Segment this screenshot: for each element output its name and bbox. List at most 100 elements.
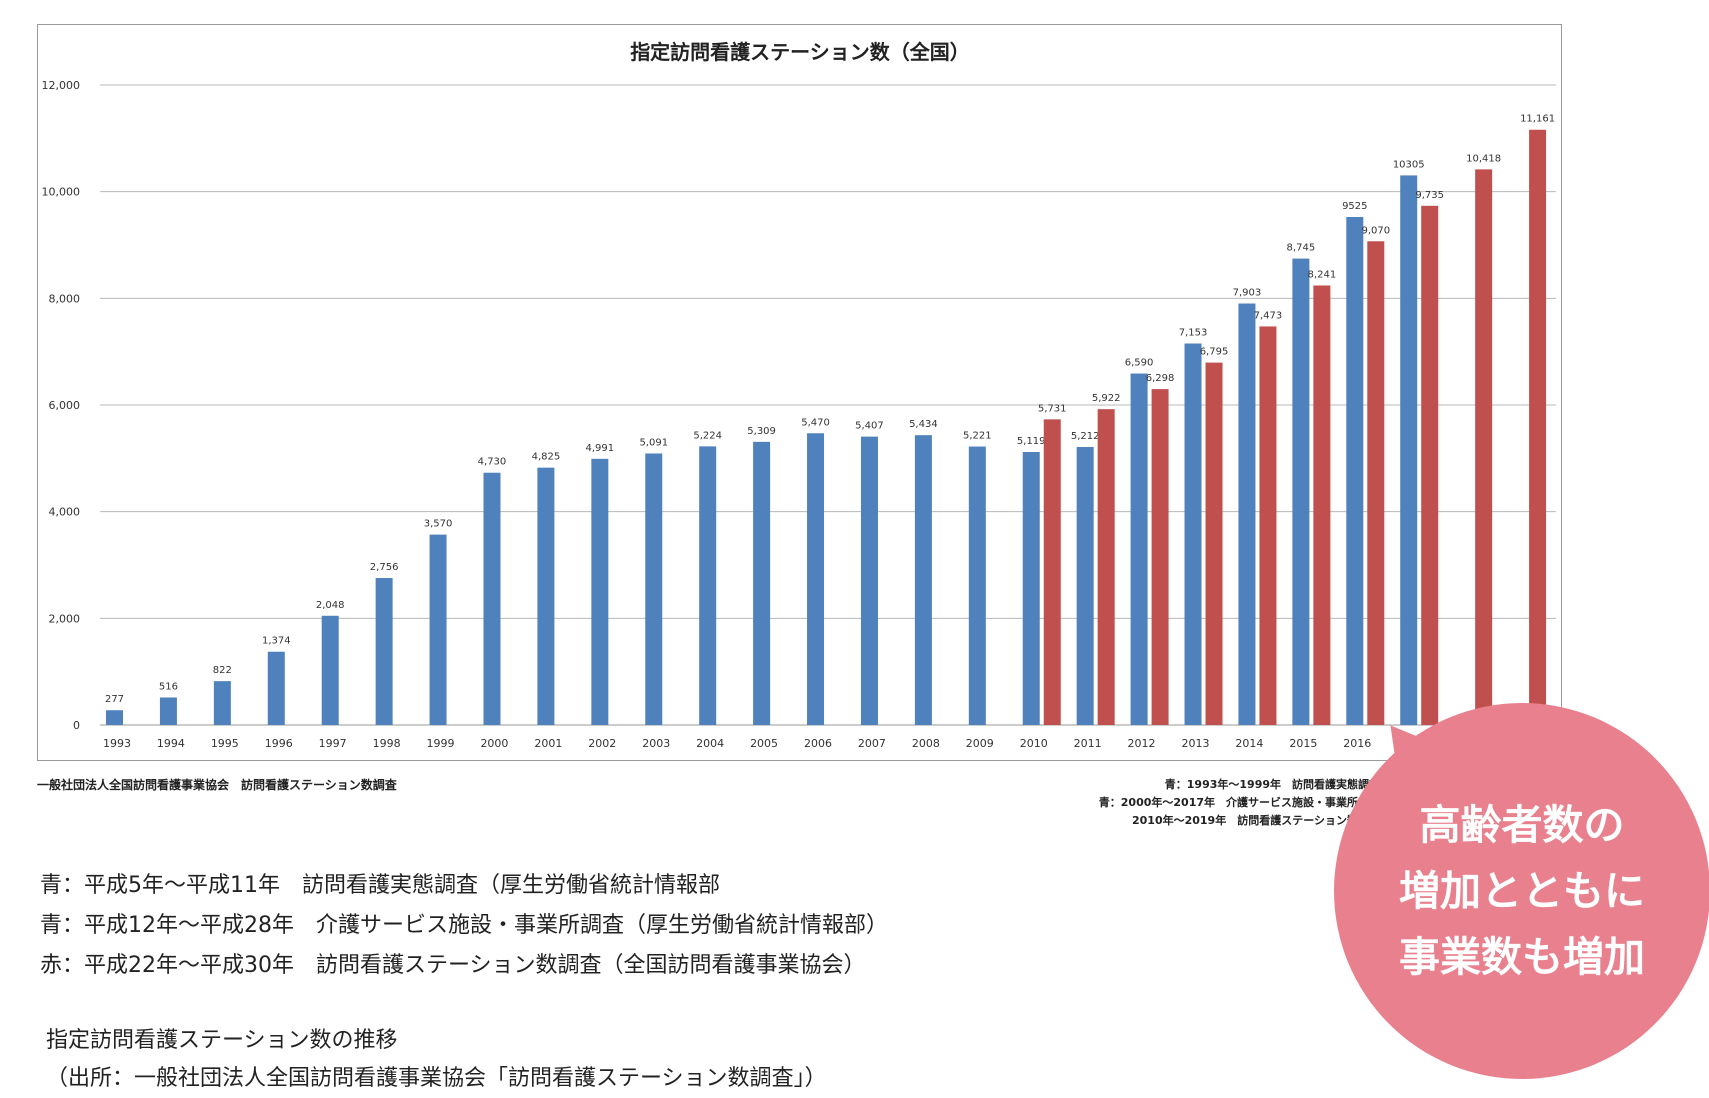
x-tick-label: 1997: [319, 737, 347, 750]
data-label: 2,048: [316, 600, 345, 611]
chart-title: 指定訪問看護ステーション数（全国）: [630, 40, 970, 64]
bar: [429, 534, 447, 725]
note-line: 青：平成12年～平成28年 介護サービス施設・事業所調査（厚生労働省統計情報部）: [40, 913, 888, 938]
y-tick-label: 2,000: [49, 612, 81, 625]
x-tick-label: 2011: [1074, 737, 1102, 750]
data-label: 7,473: [1254, 310, 1283, 321]
x-tick-label: 1993: [103, 737, 131, 750]
data-label: 5,922: [1092, 393, 1121, 404]
bar: [914, 435, 932, 725]
caption-title: 指定訪問看護ステーション数の推移: [46, 1028, 398, 1053]
y-tick-label: 4,000: [49, 506, 81, 519]
bar: [1205, 362, 1223, 725]
x-tick-label: 2010: [1020, 737, 1048, 750]
bar: [1400, 175, 1418, 725]
data-label: 5,091: [639, 437, 668, 448]
callout-line: 事業数も増加: [1399, 933, 1645, 981]
x-tick-label: 1995: [211, 737, 239, 750]
bar: [968, 446, 986, 725]
note-line: 赤：平成22年～平成30年 訪問看護ステーション数調査（全国訪問看護事業協会）: [40, 953, 866, 978]
data-label: 5,212: [1071, 431, 1100, 442]
bar: [1367, 241, 1385, 725]
bar: [1313, 285, 1331, 725]
bar: [1529, 129, 1547, 725]
bar: [1238, 303, 1256, 725]
bar: [860, 436, 878, 725]
x-tick-label: 2013: [1181, 737, 1209, 750]
x-tick-label: 2015: [1289, 737, 1317, 750]
chart-source-right: 青：1993年～1999年 訪問看護実態調査 青：2000年～2017年 介護サ…: [1060, 776, 1380, 832]
data-label: 10305: [1393, 159, 1425, 170]
data-label: 7,903: [1233, 288, 1262, 299]
data-label: 11,161: [1520, 114, 1555, 125]
x-tick-label: 2012: [1128, 737, 1156, 750]
data-source-notes: 青：平成5年～平成11年 訪問看護実態調査（厚生労働省統計情報部 青：平成12年…: [40, 866, 888, 986]
x-tick-label: 2006: [804, 737, 832, 750]
data-label: 4,730: [478, 457, 507, 468]
x-tick-label: 2014: [1235, 737, 1263, 750]
callout-bubble: 高齢者数の 増加とともに 事業数も増加: [1334, 703, 1709, 1079]
data-label: 9,070: [1361, 225, 1390, 236]
bar: [321, 615, 339, 725]
bar: [159, 697, 177, 725]
bar: [106, 710, 123, 725]
x-tick-label: 2016: [1343, 737, 1371, 750]
x-tick-label: 2007: [858, 737, 886, 750]
caption-source: （出所：一般社団法人全国訪問看護事業協会「訪問看護ステーション数調査」）: [46, 1066, 827, 1091]
x-tick-label: 2004: [696, 737, 724, 750]
data-label: 5,731: [1038, 403, 1067, 414]
data-label: 5,434: [909, 419, 938, 430]
data-label: 6,298: [1146, 373, 1175, 384]
data-label: 8,745: [1287, 243, 1316, 254]
data-label: 7,153: [1179, 328, 1208, 339]
x-tick-label: 2009: [966, 737, 994, 750]
data-label: 9525: [1342, 201, 1367, 212]
bar: [267, 651, 285, 725]
x-tick-label: 1994: [157, 737, 185, 750]
bar: [1076, 447, 1094, 725]
x-tick-label: 1996: [265, 737, 293, 750]
bar: [1421, 205, 1439, 726]
bar: [1292, 258, 1310, 725]
data-label: 3,570: [424, 519, 453, 530]
note-line: 青：平成5年～平成11年 訪問看護実態調査（厚生労働省統計情報部: [40, 873, 720, 898]
x-tick-label: 2003: [642, 737, 670, 750]
source-right-line: 青：1993年～1999年 訪問看護実態調査: [1164, 778, 1380, 791]
bar: [1130, 373, 1148, 725]
bar: [753, 441, 771, 725]
bar: [537, 467, 555, 725]
data-label: 4,825: [532, 452, 561, 463]
data-label: 5,309: [747, 426, 776, 437]
y-tick-label: 10,000: [42, 186, 81, 199]
y-tick-label: 8,000: [49, 292, 81, 305]
data-label: 6,795: [1200, 347, 1229, 358]
bar: [213, 681, 231, 725]
data-label: 10,418: [1466, 153, 1501, 164]
x-tick-label: 2002: [588, 737, 616, 750]
x-tick-label: 2005: [750, 737, 778, 750]
data-label: 6,590: [1125, 358, 1154, 369]
data-label: 8,241: [1308, 269, 1337, 280]
data-label: 277: [105, 694, 124, 705]
bar: [1043, 419, 1061, 725]
bar: [1151, 389, 1169, 725]
y-tick-label: 6,000: [49, 399, 81, 412]
data-label: 516: [159, 681, 178, 692]
data-label: 2,756: [370, 562, 399, 573]
figure-caption: 指定訪問看護ステーション数の推移 （出所：一般社団法人全国訪問看護事業協会「訪問…: [46, 1022, 827, 1098]
data-label: 9,735: [1415, 190, 1444, 201]
x-tick-label: 2008: [912, 737, 940, 750]
data-label: 4,991: [586, 443, 615, 454]
callout-line: 増加とともに: [1399, 867, 1645, 915]
data-label: 5,224: [693, 430, 722, 441]
bar: [375, 578, 393, 725]
x-tick-label: 2000: [480, 737, 508, 750]
source-right-line: 青：2000年～2017年 介護サービス施設・事業所調査: [1098, 796, 1380, 809]
data-label: 5,407: [855, 421, 884, 432]
x-tick-label: 1998: [373, 737, 401, 750]
y-tick-label: 0: [73, 719, 80, 732]
data-label: 5,119: [1017, 436, 1046, 447]
bar: [1097, 409, 1115, 725]
callout-line: 高齢者数の: [1419, 801, 1625, 849]
bar: [1475, 169, 1493, 725]
